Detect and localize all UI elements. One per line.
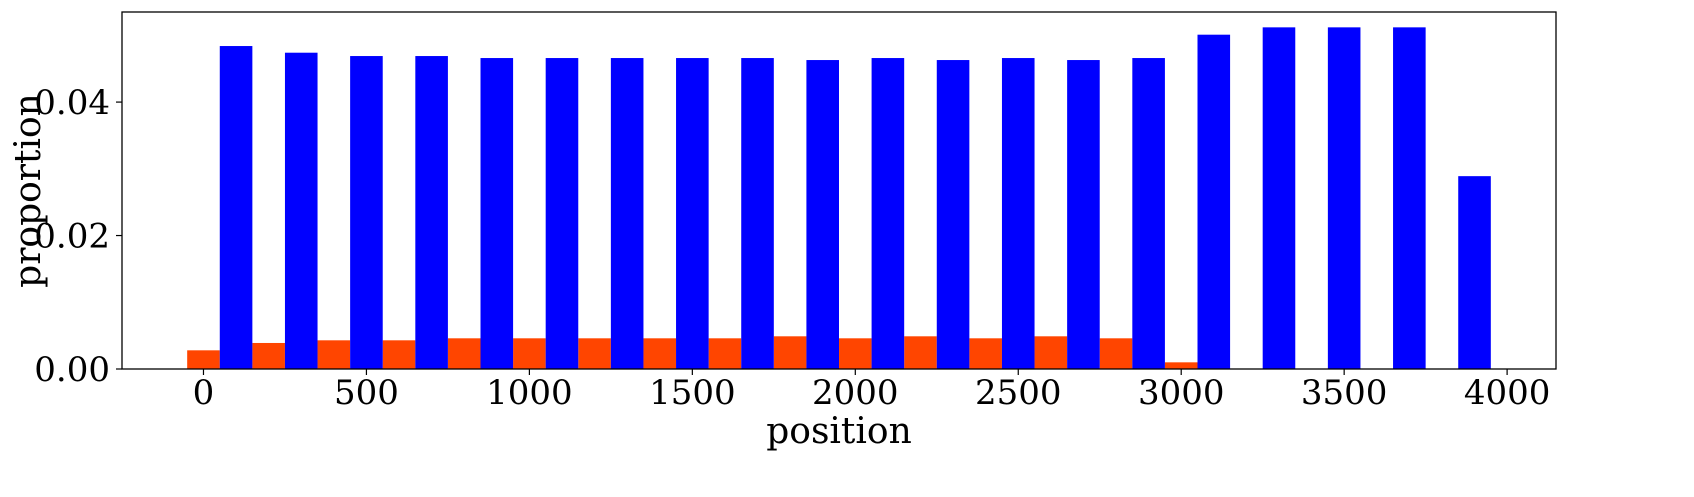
x-tick-label: 500	[334, 373, 399, 413]
bar-series2-x2700	[1067, 60, 1100, 369]
bar-series2-x900	[480, 58, 514, 369]
bar-series2-x1500	[676, 58, 709, 369]
bar-series1-x2200	[904, 336, 937, 369]
bar-series1-x2800	[1099, 338, 1133, 369]
bar-series2-x1100	[545, 58, 579, 369]
bar-series2-x100	[219, 46, 253, 370]
x-axis-label: position	[766, 411, 912, 452]
y-tick-label: 0.02	[34, 217, 110, 257]
x-tick-label: 4000	[1464, 373, 1551, 413]
bar-series1-x800	[447, 338, 481, 369]
x-axis-ticks: 0 500 1000 1500 2000 2500 3000 3500 4000	[193, 369, 1551, 413]
bar-series1-x200	[252, 342, 285, 369]
bar-series1-x1200	[578, 338, 611, 369]
plot-area-frame	[121, 11, 1557, 370]
bar-series1-x3000	[1164, 362, 1198, 369]
bar-series2-x2300	[936, 60, 970, 369]
bar-series2-x3700	[1393, 27, 1426, 370]
x-tick-label: 1000	[486, 373, 573, 413]
bar-series2-x2500	[1001, 58, 1035, 369]
bar-series2-x3500	[1327, 27, 1361, 370]
bar-series2-x300	[284, 52, 318, 369]
bar-series1-x600	[382, 340, 416, 369]
bar-series2-x3100	[1197, 34, 1231, 369]
bar-series2-x1900	[806, 60, 839, 369]
x-tick-label: 0	[193, 373, 215, 413]
bar-series2-x2900	[1132, 58, 1165, 369]
bar-series2-x500	[350, 56, 383, 369]
y-tick-label: 0.04	[34, 83, 110, 123]
y-axis-ticks: 0.00 0.02 0.04	[34, 83, 122, 390]
x-tick-label: 3000	[1138, 373, 1225, 413]
bar-series2-x1300	[610, 58, 644, 369]
x-tick-label: 1500	[649, 373, 736, 413]
bar-series1-x0	[187, 350, 220, 369]
bar-series2-x3900	[1458, 176, 1491, 369]
bar-series1-x2400	[969, 338, 1002, 369]
bar-series2-x3300	[1262, 27, 1296, 370]
y-tick-label: 0.00	[34, 350, 110, 390]
bar-series1-x2000	[839, 338, 872, 369]
bar-series2-x1700	[741, 58, 774, 369]
bar-series1-x1800	[773, 336, 807, 369]
bar-series1-x1400	[643, 338, 677, 369]
bar-series2-x700	[415, 56, 448, 369]
bar-series2-x2100	[871, 58, 905, 369]
bar-series1-x2600	[1034, 336, 1068, 369]
bar-series1-x1600	[708, 338, 742, 369]
x-tick-label: 2500	[975, 373, 1062, 413]
bars-layer	[187, 27, 1491, 370]
x-tick-label: 3500	[1301, 373, 1388, 413]
bar-series1-x1000	[513, 338, 546, 369]
y-axis-label: proportion	[8, 93, 49, 288]
bar-series1-x400	[317, 340, 351, 369]
x-tick-label: 2000	[812, 373, 899, 413]
